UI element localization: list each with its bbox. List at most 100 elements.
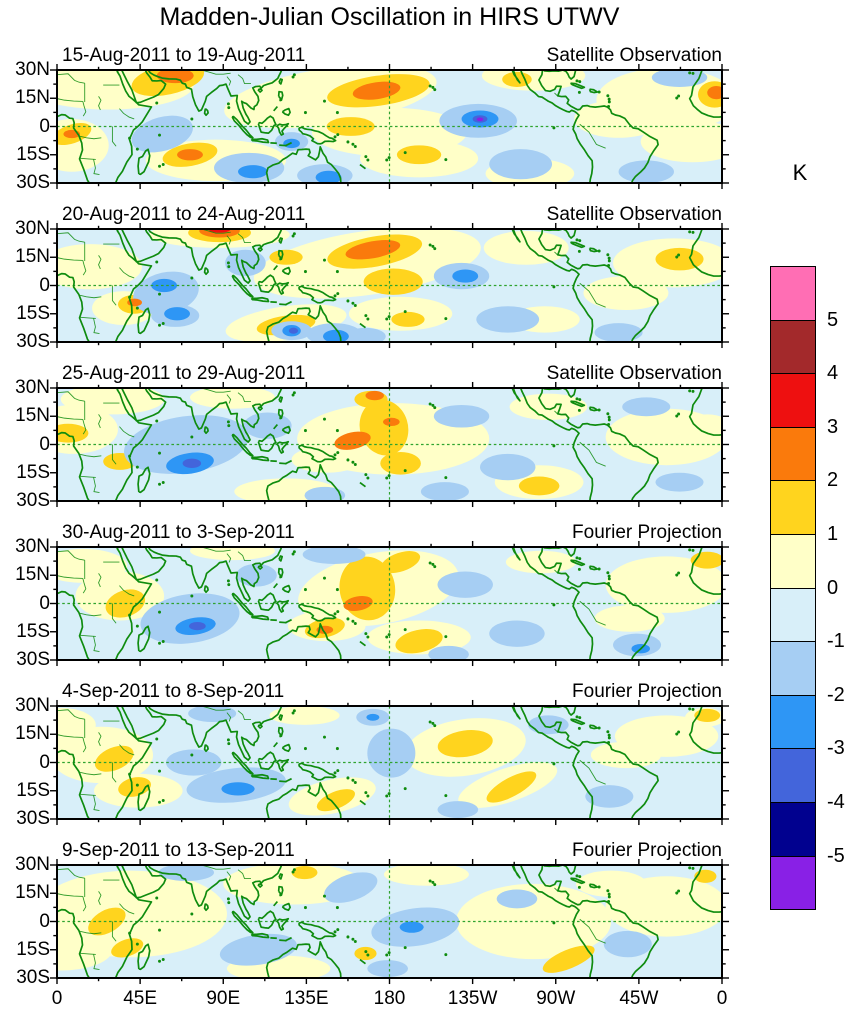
country-border [580, 760, 606, 784]
island-dot [606, 889, 610, 893]
coastline [512, 69, 520, 83]
island-dot [353, 780, 357, 784]
country-border [83, 419, 86, 434]
coastline [258, 884, 262, 887]
island-dot [387, 951, 391, 955]
coastline [258, 566, 262, 569]
panel-3-date-range: 25-Aug-2011 to 29-Aug-2011 [62, 363, 306, 384]
country-border [57, 894, 83, 897]
country-border [94, 318, 100, 333]
coastline [279, 79, 282, 84]
anomaly-blob [383, 865, 469, 886]
island-dot [607, 256, 611, 260]
y-tick-label: 0 [39, 274, 50, 296]
anomaly-blob [133, 271, 199, 315]
panel-4-source-label: Fourier Projection [572, 522, 722, 543]
island-dot [607, 741, 611, 745]
island-dot [303, 747, 307, 751]
y-tick-label: 30S [16, 172, 50, 193]
anomaly-blob [354, 946, 377, 961]
island-dot [691, 548, 695, 552]
coastline [285, 143, 291, 146]
anomaly-blob [433, 404, 490, 428]
island-dot [403, 946, 407, 950]
island-dot [291, 234, 295, 238]
coastline [115, 864, 151, 979]
island-dot [607, 259, 611, 263]
x-tick-label: 0 [716, 988, 728, 1009]
panel-4-date-range: 30-Aug-2011 to 3-Sep-2011 [62, 522, 295, 543]
island-dot [688, 866, 692, 870]
island-dot [366, 794, 370, 798]
country-border [238, 870, 251, 879]
island-dot [353, 939, 357, 943]
island-dot [364, 155, 368, 159]
colorbar-segment [770, 802, 816, 857]
island-dot [387, 792, 391, 796]
island-dot [607, 100, 611, 104]
island-dot [366, 635, 370, 639]
coastline [539, 69, 658, 184]
panel-5-source-label: Fourier Projection [572, 681, 722, 702]
coastline [520, 387, 592, 502]
colorbar-unit-label: K [792, 160, 808, 185]
island-dot [552, 921, 556, 925]
island-dot [431, 85, 435, 89]
country-border [57, 710, 85, 719]
y-tick-label: 30S [16, 649, 50, 670]
island-dot [575, 397, 579, 401]
coastline [251, 775, 268, 779]
coastline [148, 546, 282, 601]
x-tick-label: 0 [51, 988, 63, 1009]
anomaly-blob [238, 165, 268, 179]
island-dot [428, 720, 432, 724]
island-dot [577, 90, 581, 94]
island-dot [428, 402, 432, 406]
island-dot [227, 424, 231, 428]
coastline [539, 387, 658, 502]
anomaly-blob [188, 706, 237, 723]
island-dot [323, 576, 326, 580]
island-dot [691, 707, 695, 711]
anomaly-blob [585, 785, 634, 808]
anomaly-blob [57, 929, 113, 971]
coastline [148, 864, 282, 919]
anomaly-blob [60, 388, 165, 415]
island-dot [364, 950, 368, 954]
island-dot [607, 892, 611, 896]
map-panel-6 [57, 865, 722, 978]
island-dot [428, 243, 432, 247]
island-dot [688, 230, 692, 234]
coastline [232, 116, 252, 137]
island-dot [675, 255, 679, 259]
anomaly-blob [345, 327, 386, 342]
island-dot [353, 144, 357, 148]
island-dot [607, 733, 611, 737]
country-border [227, 395, 231, 404]
country-border [119, 427, 134, 437]
coastline [205, 109, 209, 116]
anomaly-blob [291, 865, 318, 880]
colorbar-segment [770, 694, 816, 750]
island-dot [675, 573, 679, 577]
country-border [227, 236, 231, 245]
country-border [201, 865, 231, 869]
coastline [543, 864, 576, 874]
island-dot [688, 548, 692, 552]
island-dot [677, 889, 681, 893]
coastline [282, 904, 290, 911]
anomaly-blob [428, 645, 469, 660]
island-dot [577, 249, 581, 253]
island-dot [364, 791, 368, 795]
coastline [571, 719, 585, 724]
island-dot [385, 953, 389, 957]
anomaly-blob [315, 170, 342, 183]
island-dot [433, 406, 437, 410]
island-dot [431, 562, 435, 566]
island-dot [433, 565, 437, 569]
island-dot [292, 391, 296, 395]
anomaly-blob [476, 306, 540, 333]
colorbar-tick-label: 2 [827, 469, 839, 492]
anomaly-blob [164, 307, 190, 321]
island-dot [292, 868, 296, 872]
